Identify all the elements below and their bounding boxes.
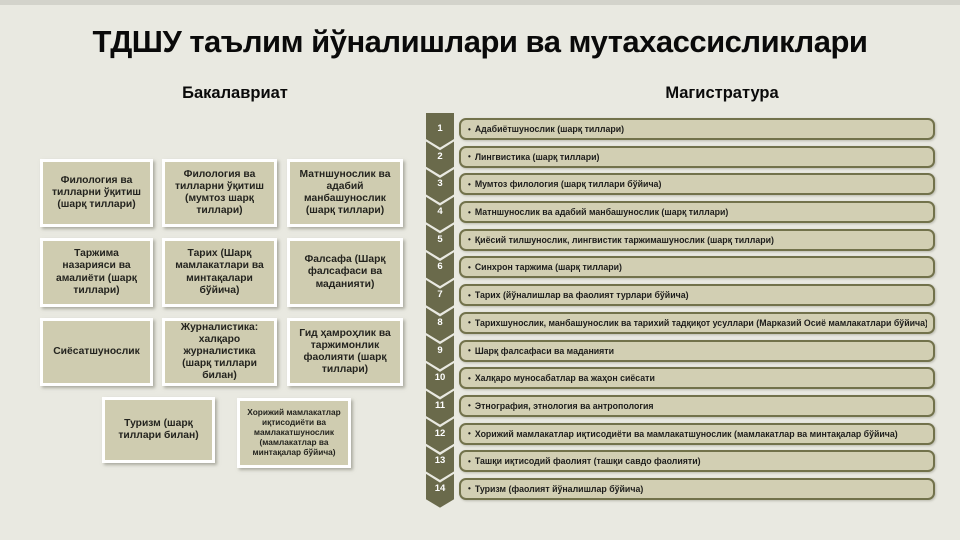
step-label: Халқаро муносабатлар ва жаҳон сиёсати [474,373,655,384]
step-label: Қиёсий тилшунослик, лингвистик таржимашу… [474,234,774,245]
step-number: 6 [437,261,443,273]
bullet-icon: • [468,262,471,272]
program-box-history: Тарих (Шарқ мамлакатлари ва минтақалари … [162,238,277,307]
master-step-row: 2 • Лингвистика (шарқ тиллари) [425,140,935,168]
program-box-tourism: Туризм (шарқ тиллари билан) [102,397,215,463]
step-label: Шарқ фалсафаси ва маданияти [474,345,615,356]
step-bar: • Қиёсий тилшунослик, лингвистик таржима… [459,228,935,251]
master-step-row: 1 • Адабиётшунослик (шарқ тиллари) [425,112,935,140]
step-number: 2 [437,150,443,162]
program-box-textology: Матншунослик ва адабий манбашунослик (ша… [287,159,403,227]
bullet-icon: • [468,179,471,189]
step-number: 13 [434,455,446,467]
step-number: 11 [434,399,446,411]
chevron-strip-icon [425,112,455,510]
master-step-row: 9 • Шарқ фалсафаси ва маданияти [425,334,935,362]
step-label: Ташқи иқтисодий фаолият (ташқи савдо фао… [474,456,701,467]
program-box-classic-philology: Филология ва тилларни ўқитиш (мумтоз шар… [162,159,277,227]
master-step-row: 12 • Хорижий мамлакатлар иқтисодиёти ва … [425,417,935,445]
bullet-icon: • [468,484,471,494]
step-label: Тарихшунослик, манбашунослик ва тарихий … [474,317,927,328]
step-bar: • Тарихшунослик, манбашунослик ва тарихи… [459,311,935,334]
bullet-icon: • [468,152,471,162]
step-bar: • Хорижий мамлакатлар иқтисодиёти ва мам… [459,422,935,445]
bullet-icon: • [468,346,471,355]
step-bar: • Адабиётшунослик (шарқ тиллари) [459,118,935,140]
step-number: 4 [437,206,443,218]
step-label: Матншунослик ва адабий манбашунослик (ша… [474,207,729,218]
program-box-translation: Таржима назарияси ва амалиёти (шарқ тилл… [40,238,153,307]
program-box-philology: Филология ва тилларни ўқитиш (шарқ тилла… [40,159,153,227]
bullet-icon: • [468,456,471,466]
step-number: 1 [437,123,443,134]
step-number: 8 [437,316,443,328]
step-number: 3 [437,178,443,190]
master-section-heading: Магистратура [665,84,779,102]
master-step-row: 11 • Этнография, этнология ва антрополог… [425,389,935,417]
step-label: Хорижий мамлакатлар иқтисодиёти ва мамла… [474,428,898,439]
step-number: 14 [434,482,446,494]
program-box-foreign-economics: Хорижий мамлакатлар иқтисодиёти ва мамла… [237,398,351,468]
bullet-icon: • [468,124,471,134]
bullet-icon: • [468,318,471,328]
master-step-row: 14 • Туризм (фаолият йўналишлар бўйича) [425,472,935,500]
master-step-row: 7 • Тарих (йўналишлар ва фаолият турлари… [425,278,935,307]
step-number: 9 [437,344,443,356]
step-label: Туризм (фаолият йўналишлар бўйича) [474,483,644,494]
step-bar: • Лингвистика (шарқ тиллари) [459,145,935,168]
bullet-icon: • [468,207,471,217]
bullet-icon: • [468,429,471,439]
step-label: Адабиётшунослик (шарқ тиллари) [474,124,625,134]
bullet-icon: • [468,235,471,245]
master-step-row: 13 • Ташқи иқтисодий фаолият (ташқи савд… [425,444,935,473]
master-step-row: 4 • Матншунослик ва адабий манбашунослик… [425,195,935,224]
bullet-icon: • [468,401,471,411]
master-step-row: 6 • Синхрон таржима (шарқ тиллари) [425,250,935,279]
step-number: 12 [434,427,446,439]
program-box-philosophy: Фалсафа (Шарқ фалсафаси ва маданияти) [287,238,403,307]
step-label: Синхрон таржима (шарқ тиллари) [474,262,622,273]
step-label: Этнография, этнология ва антропология [474,400,654,411]
master-step-row: 10 • Халқаро муносабатлар ва жаҳон сиёса… [425,361,935,390]
step-number: 10 [434,372,446,384]
master-step-row: 5 • Қиёсий тилшунослик, лингвистик таржи… [425,223,935,251]
step-label: Тарих (йўналишлар ва фаолият турлари бўй… [474,290,689,301]
program-box-journalism: Журналистика: халқаро журналистика (шарқ… [162,318,277,386]
bullet-icon: • [468,290,471,300]
bullet-icon: • [468,373,471,383]
master-list: 1 • Адабиётшунослик (шарқ тиллари) 2 • Л… [425,112,935,512]
slide-title: ТДШУ таълим йўналишлари ва мутахассислик… [92,24,868,59]
step-bar: • Этнография, этнология ва антропология [459,394,935,417]
step-bar: • Халқаро муносабатлар ва жаҳон сиёсати [459,367,935,390]
master-step-row: 3 • Мумтоз филология (шарқ тиллари бўйич… [425,167,935,196]
step-label: Лингвистика (шарқ тиллари) [474,151,600,162]
step-bar: • Тарих (йўналишлар ва фаолият турлари б… [459,284,935,307]
step-bar: • Мумтоз филология (шарқ тиллари бўйича) [459,173,935,196]
bachelor-section-heading: Бакалавриат [182,84,288,102]
step-bar: • Ташқи иқтисодий фаолият (ташқи савдо ф… [459,450,935,473]
step-bar: • Матншунослик ва адабий манбашунослик (… [459,201,935,224]
step-bar: • Синхрон таржима (шарқ тиллари) [459,256,935,279]
step-label: Мумтоз филология (шарқ тиллари бўйича) [474,179,662,190]
step-bar: • Туризм (фаолият йўналишлар бўйича) [459,477,935,500]
step-number: 5 [437,233,443,245]
program-box-politology: Сиёсатшунослик [40,318,153,386]
program-box-guide: Гид ҳамроҳлик ва таржимонлик фаолияти (ш… [287,318,403,386]
slide-top-edge [0,0,960,5]
step-bar: • Шарқ фалсафаси ва маданияти [459,339,935,362]
master-step-row: 8 • Тарихшунослик, манбашунослик ва тари… [425,306,935,334]
step-number: 7 [437,289,443,301]
